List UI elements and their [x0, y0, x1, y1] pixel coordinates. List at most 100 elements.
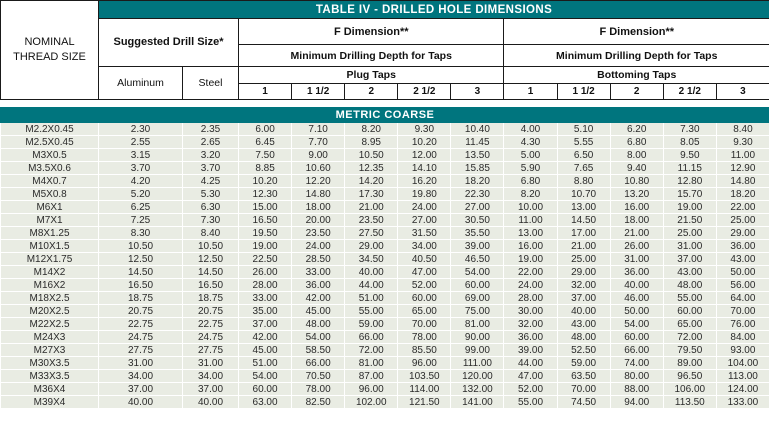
- thread-size-cell: M10X1.5: [0, 239, 99, 253]
- value-cell: 5.00: [503, 148, 558, 162]
- thread-size-cell: M4X0.7: [0, 174, 99, 188]
- min-drilling-depth-bottoming-header: Minimum Drilling Depth for Taps: [503, 44, 769, 67]
- value-cell: 28.00: [503, 291, 558, 305]
- value-cell: 28.00: [237, 278, 293, 292]
- value-cell: 3.15: [98, 148, 183, 162]
- value-cell: 5.30: [182, 187, 239, 201]
- value-cell: 10.70: [556, 187, 611, 201]
- value-cell: 40.50: [397, 252, 452, 266]
- value-cell: 18.20: [715, 187, 769, 201]
- value-cell: 8.00: [609, 148, 664, 162]
- value-cell: 104.00: [715, 356, 769, 370]
- thread-size-cell: M3X0.5: [0, 148, 99, 162]
- thread-size-cell: M22X2.5: [0, 317, 99, 331]
- value-cell: 4.20: [98, 174, 183, 188]
- value-cell: 22.75: [182, 317, 239, 331]
- min-drilling-depth-plug-header: Minimum Drilling Depth for Taps: [237, 44, 505, 67]
- table-body: M2.2X0.45 2.30 2.35 6.00 7.10 8.20 9.30 10.40 4.…: [0, 122, 769, 409]
- value-cell: 16.50: [98, 278, 183, 292]
- value-cell: 20.75: [182, 304, 239, 318]
- table-row: M8X1.25 8.30 8.40 19.50 23.50 27.50 31.50 35.50…: [0, 226, 769, 240]
- value-cell: 10.40: [450, 122, 505, 136]
- table-row: M20X2.5 20.75 20.75 35.00 45.00 55.00 65.00 75.…: [0, 304, 769, 318]
- thread-size-cell: M8X1.25: [0, 226, 99, 240]
- value-cell: 40.00: [609, 278, 664, 292]
- bottoming-length-3-header: 3: [715, 83, 769, 100]
- value-cell: 14.80: [715, 174, 769, 188]
- value-cell: 66.00: [609, 343, 664, 357]
- thread-size-cell: M5X0.8: [0, 187, 99, 201]
- plug-length-1-5-header: 1 1/2: [291, 83, 346, 100]
- thread-size-cell: M12X1.75: [0, 252, 99, 266]
- value-cell: 12.80: [662, 174, 717, 188]
- thread-size-cell: M39X4: [0, 395, 99, 409]
- value-cell: 96.00: [344, 382, 399, 396]
- value-cell: 76.00: [715, 317, 769, 331]
- value-cell: 14.50: [98, 265, 183, 279]
- value-cell: 2.30: [98, 122, 183, 136]
- value-cell: 40.00: [344, 265, 399, 279]
- value-cell: 22.00: [715, 200, 769, 214]
- value-cell: 66.00: [291, 356, 346, 370]
- value-cell: 60.00: [662, 304, 717, 318]
- value-cell: 21.00: [609, 226, 664, 240]
- value-cell: 13.00: [556, 200, 611, 214]
- table-row: M10X1.5 10.50 10.50 19.00 24.00 29.00 34.00 39.…: [0, 239, 769, 253]
- table-row: M2.5X0.45 2.55 2.65 6.45 7.70 8.95 10.20 11.45 4…: [0, 135, 769, 149]
- value-cell: 27.00: [397, 213, 452, 227]
- spacer-cell: [0, 99, 769, 108]
- value-cell: 10.50: [98, 239, 183, 253]
- value-cell: 65.00: [662, 317, 717, 331]
- value-cell: 82.50: [291, 395, 346, 409]
- value-cell: 80.00: [609, 369, 664, 383]
- value-cell: 21.00: [556, 239, 611, 253]
- value-cell: 12.30: [237, 187, 293, 201]
- value-cell: 6.80: [609, 135, 664, 149]
- value-cell: 5.10: [556, 122, 611, 136]
- value-cell: 90.00: [450, 330, 505, 344]
- table-header: NOMINAL THREAD SIZE TABLE IV - DRILLED H…: [0, 0, 769, 100]
- value-cell: 113.00: [715, 369, 769, 383]
- value-cell: 63.50: [556, 369, 611, 383]
- value-cell: 37.00: [556, 291, 611, 305]
- value-cell: 44.00: [344, 278, 399, 292]
- value-cell: 32.00: [503, 317, 558, 331]
- value-cell: 7.70: [291, 135, 346, 149]
- table-row: M6X1 6.25 6.30 15.00 18.00 21.00 24.00 27.00 10.…: [0, 200, 769, 214]
- value-cell: 59.00: [556, 356, 611, 370]
- value-cell: 43.00: [556, 317, 611, 331]
- value-cell: 47.00: [503, 369, 558, 383]
- value-cell: 32.00: [556, 278, 611, 292]
- value-cell: 31.00: [98, 356, 183, 370]
- table-row: M2.2X0.45 2.30 2.35 6.00 7.10 8.20 9.30 10.40 4.…: [0, 122, 769, 136]
- value-cell: 14.50: [556, 213, 611, 227]
- value-cell: 60.00: [237, 382, 293, 396]
- value-cell: 133.00: [715, 395, 769, 409]
- value-cell: 11.15: [662, 161, 717, 175]
- value-cell: 69.00: [450, 291, 505, 305]
- value-cell: 54.00: [609, 317, 664, 331]
- value-cell: 39.00: [450, 239, 505, 253]
- value-cell: 20.00: [291, 213, 346, 227]
- value-cell: 36.00: [291, 278, 346, 292]
- value-cell: 63.00: [237, 395, 293, 409]
- bottoming-length-1-header: 1: [503, 83, 558, 100]
- value-cell: 9.30: [715, 135, 769, 149]
- value-cell: 64.00: [715, 291, 769, 305]
- value-cell: 6.50: [556, 148, 611, 162]
- value-cell: 124.00: [715, 382, 769, 396]
- value-cell: 3.70: [98, 161, 183, 175]
- value-cell: 11.00: [715, 148, 769, 162]
- value-cell: 27.50: [344, 226, 399, 240]
- value-cell: 2.55: [98, 135, 183, 149]
- value-cell: 35.00: [237, 304, 293, 318]
- value-cell: 29.00: [344, 239, 399, 253]
- value-cell: 102.00: [344, 395, 399, 409]
- value-cell: 48.00: [662, 278, 717, 292]
- value-cell: 42.00: [291, 291, 346, 305]
- thread-size-cell: M27X3: [0, 343, 99, 357]
- value-cell: 9.40: [609, 161, 664, 175]
- value-cell: 5.20: [98, 187, 183, 201]
- value-cell: 70.00: [556, 382, 611, 396]
- value-cell: 19.50: [237, 226, 293, 240]
